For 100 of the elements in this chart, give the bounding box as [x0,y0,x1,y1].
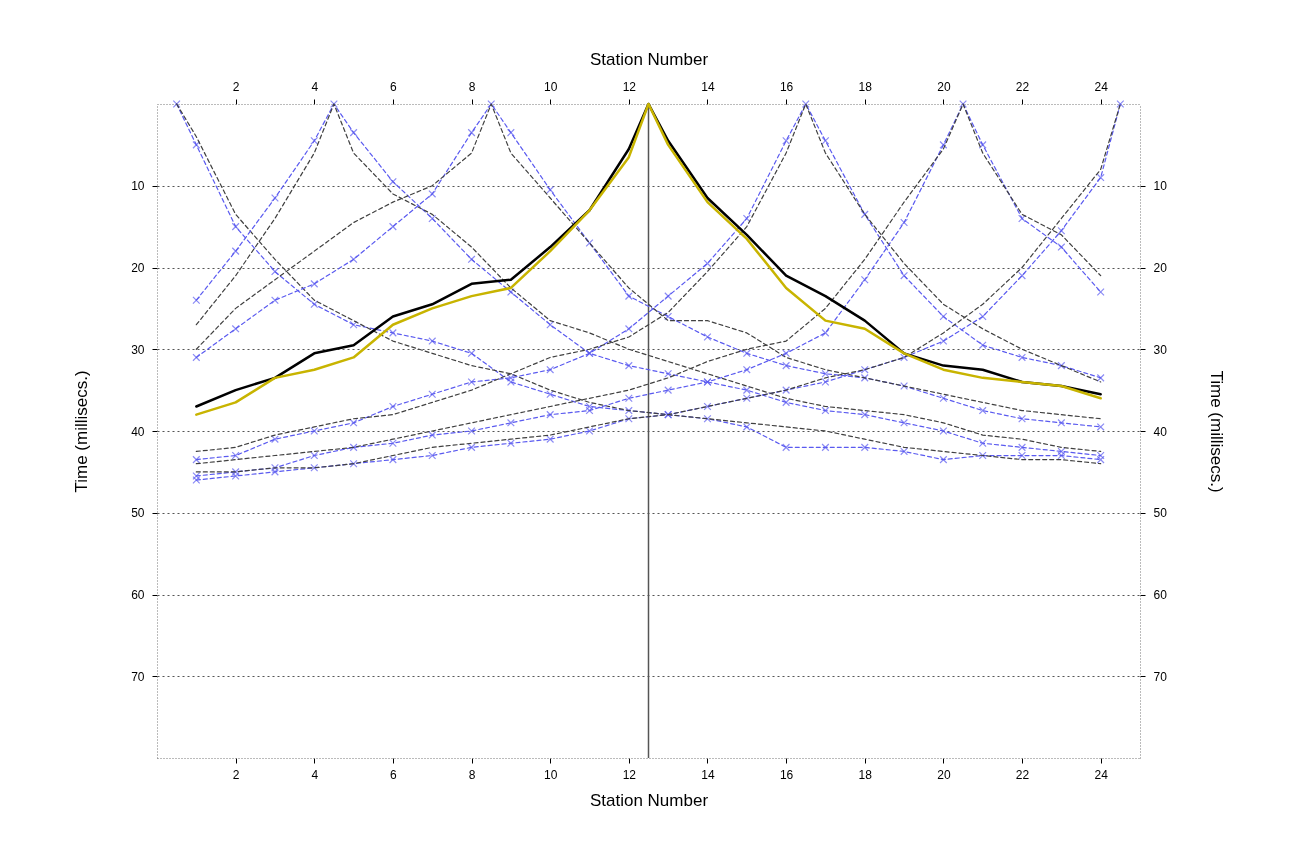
point [1018,214,1026,223]
point [192,476,201,484]
point [1096,288,1105,296]
x2-tick-label: 8 [468,79,476,94]
x-tick-label: 16 [779,767,794,782]
point [349,320,358,329]
point [1116,100,1125,108]
y2-tick-label: 20 [1153,261,1168,275]
x-tick-label: 22 [1015,767,1030,782]
point [349,418,358,427]
point [939,140,948,149]
point [624,324,633,333]
x2-tick-label: 22 [1015,79,1030,94]
x-tick-label: 6 [390,767,398,782]
point [310,300,319,309]
point [801,100,810,108]
y2-tick-label: 60 [1153,588,1168,602]
point [428,390,437,399]
y-tick-label: 10 [131,179,145,194]
point [978,439,987,448]
point [467,427,476,435]
point [782,386,791,395]
point [231,222,240,231]
point [310,427,319,435]
point [192,140,201,149]
point [388,455,397,464]
point [1018,414,1026,423]
point [231,472,240,480]
point [506,373,515,382]
point [978,406,987,415]
x-tick-label: 12 [622,767,637,782]
point [1096,173,1105,182]
point [860,210,869,219]
point [1057,451,1066,460]
point [624,414,633,423]
y2-tick-label: 40 [1153,424,1168,439]
point [349,128,358,137]
point [978,451,987,460]
point [664,292,673,301]
point [388,402,397,411]
point [546,365,555,374]
point [742,394,751,403]
y2-axis-title: Time (millisecs.) [1206,370,1226,493]
point [959,100,968,108]
point [349,443,358,452]
point [939,455,948,464]
point [821,136,830,145]
x2-tick-label: 12 [622,79,637,94]
x-axis-title: Station Number [589,790,709,810]
point [310,136,319,145]
point [388,222,397,231]
x2-tick-label: 18 [858,79,873,94]
point [467,378,476,386]
point [428,189,437,198]
point [821,328,830,337]
point [624,394,633,403]
point [900,447,909,456]
point [506,439,515,448]
point [428,214,437,223]
point [742,214,751,223]
x2-tick-label: 4 [311,79,319,94]
point [900,382,909,390]
point [978,140,987,149]
point [900,218,909,227]
x-tick-label: 10 [544,767,558,782]
point [388,439,397,448]
point [546,435,555,444]
y2-tick-label: 70 [1153,669,1168,684]
point [1057,361,1066,370]
point [978,341,987,350]
point [271,467,279,476]
point [506,288,515,296]
point [271,463,279,472]
point [1018,451,1026,460]
point [939,394,948,403]
point [310,463,319,472]
point [231,247,240,256]
point [428,337,437,346]
point [487,100,496,108]
point [231,451,240,460]
point [231,324,240,333]
y2-tick-label: 30 [1153,342,1168,357]
point [388,328,397,337]
point [192,472,201,480]
point [1057,243,1066,252]
point [329,100,338,108]
point [1018,353,1026,362]
y-tick-label: 70 [131,669,145,684]
point [860,410,869,419]
x-tick-label: 4 [311,767,319,782]
y-tick-label: 30 [131,342,145,357]
x-tick-label: 8 [468,767,476,782]
point [1096,422,1105,431]
point [506,418,515,427]
point [900,271,909,280]
point [821,406,830,415]
point [664,369,673,378]
point [860,373,869,382]
point [467,128,476,137]
x-tick-label: 18 [858,767,873,782]
